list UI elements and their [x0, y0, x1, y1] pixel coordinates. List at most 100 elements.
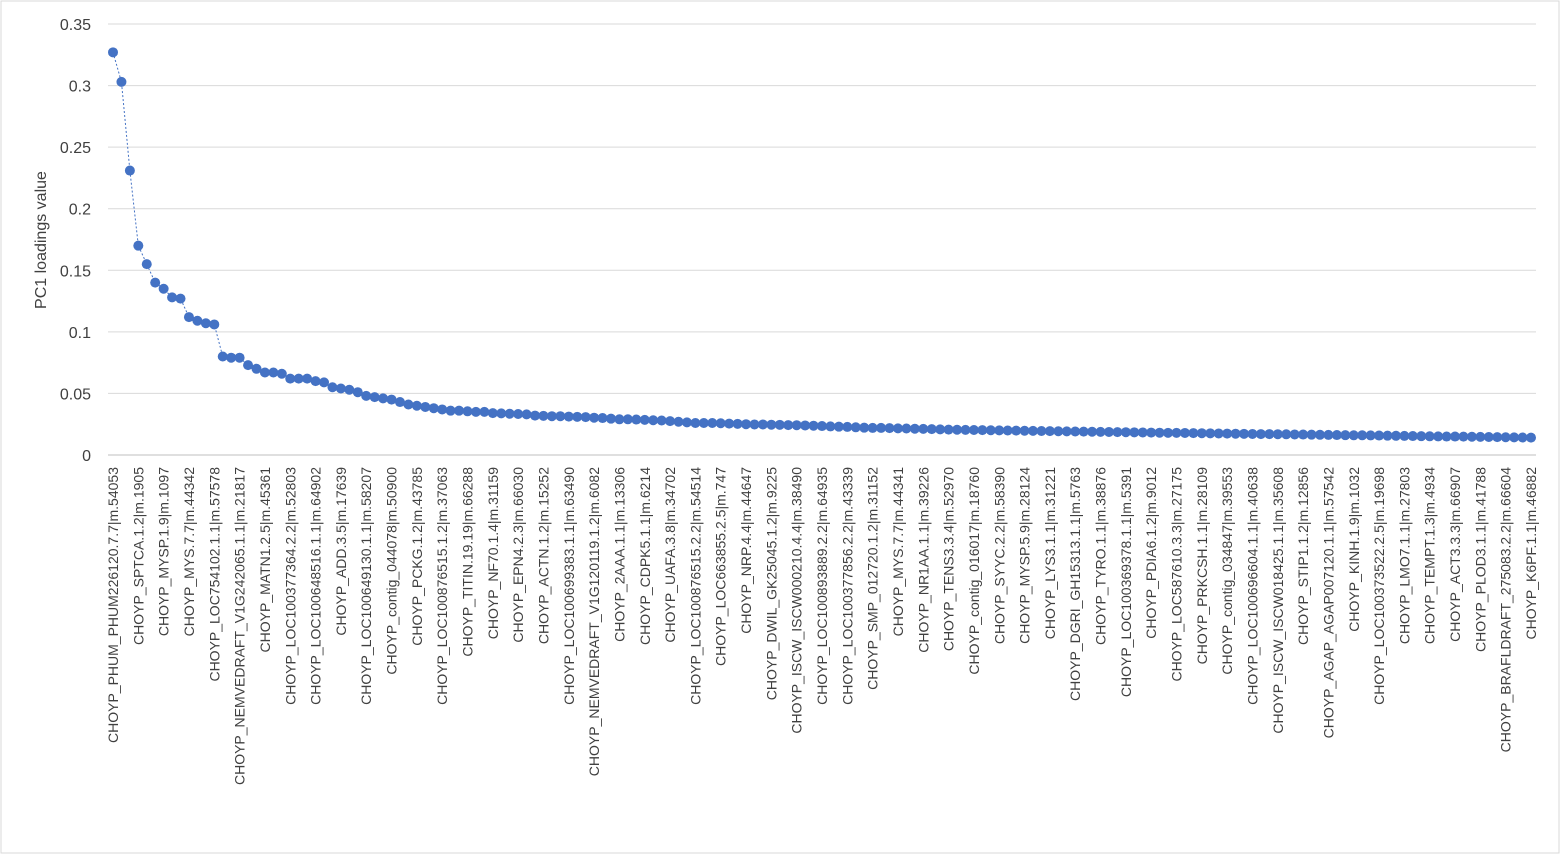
x-tick-label: CHOYP_STIP1.1.2|m.12856 [1295, 467, 1311, 645]
x-tick-label: CHOYP_LOC100893889.2.2|m.64935 [814, 467, 830, 705]
y-tick-label: 0.35 [60, 17, 91, 34]
data-point [437, 404, 448, 415]
x-tick-label: CHOYP_PRKCSH.1.1|m.28109 [1194, 467, 1210, 665]
data-point [977, 425, 988, 436]
x-tick-label: CHOYP_TENS3.3.4|m.52970 [941, 467, 957, 651]
data-point [1441, 431, 1452, 442]
data-point [1061, 426, 1072, 437]
data-point [411, 400, 422, 411]
data-point [1264, 429, 1275, 440]
y-tick-label: 0.1 [69, 325, 91, 342]
data-point [1466, 431, 1477, 442]
data-point [327, 382, 338, 393]
x-tick-label: CHOYP_LOC754102.1.1|m.57578 [206, 467, 222, 682]
data-point [1163, 427, 1174, 438]
data-point [1340, 430, 1351, 441]
x-tick-label: CHOYP_contig_034847|m.39553 [1219, 467, 1235, 675]
data-point [369, 392, 380, 403]
data-point [251, 363, 262, 374]
data-point [597, 413, 608, 424]
data-point [530, 410, 541, 421]
data-point [217, 351, 228, 362]
x-tick-label: CHOYP_MATN1.2.5|m.45361 [257, 467, 273, 653]
data-point [1070, 426, 1081, 437]
x-tick-label: CHOYP_LYS3.1.1|m.31221 [1042, 467, 1058, 639]
data-point [1407, 431, 1418, 442]
data-point [741, 419, 752, 430]
data-point [175, 293, 186, 304]
data-point [960, 424, 971, 435]
x-tick-label: CHOYP_CDPK5.1.1|m.6214 [637, 467, 653, 645]
data-point [268, 367, 279, 378]
data-point [563, 411, 574, 422]
data-point [1171, 427, 1182, 438]
data-point [513, 408, 524, 419]
data-point [935, 424, 946, 435]
x-tick-label: CHOYP_ISCW_ISCW018425.1.1|m.35608 [1270, 467, 1286, 734]
data-point [707, 417, 718, 428]
x-tick-label: CHOYP_LOC100699383.1.1|m.63490 [561, 467, 577, 705]
x-tick-label: CHOYP_SMP_012720.1.2|m.31152 [865, 467, 881, 690]
data-point [1154, 427, 1165, 438]
y-tick-label: 0.05 [60, 386, 91, 403]
data-point [1331, 430, 1342, 441]
data-point [909, 423, 920, 434]
data-point [580, 412, 591, 423]
data-point [715, 418, 726, 429]
data-point [285, 373, 296, 384]
y-tick-label: 0.2 [69, 202, 91, 219]
data-point [1137, 427, 1148, 438]
x-tick-label: CHOYP_ACT3.3.3|m.66907 [1447, 467, 1463, 642]
data-point [133, 240, 144, 251]
data-point [968, 425, 979, 435]
x-tick-label: CHOYP_LOC587610.3.3|m.27175 [1169, 467, 1185, 682]
data-point [1348, 430, 1359, 441]
x-tick-label: CHOYP_MYSP.5.9|m.28124 [1017, 467, 1033, 644]
data-point [158, 283, 169, 294]
x-tick-label: CHOYP_NEMVEDRAFT_V1G120119.1.2|m.6082 [586, 467, 602, 776]
data-point [538, 410, 549, 421]
x-tick-label: CHOYP_TEMPT.1.3|m.4934 [1422, 467, 1438, 644]
data-point [209, 319, 220, 330]
data-point [732, 418, 743, 429]
x-tick-label: CHOYP_MYS.7.7|m.44342 [181, 467, 197, 637]
x-tick-label: CHOYP_BRAFLDRAFT_275083.2.2|m.66604 [1498, 467, 1514, 753]
data-point [850, 422, 861, 433]
data-point [116, 76, 127, 87]
data-point [631, 414, 642, 425]
data-point [1078, 426, 1089, 437]
data-point [825, 421, 836, 432]
data-point [504, 408, 515, 419]
data-point [1323, 429, 1334, 440]
x-tick-label: CHOYP_DGRI_GH15313.1.1|m.5763 [1067, 467, 1083, 701]
y-tick-label: 0 [82, 448, 91, 465]
data-point [1382, 430, 1393, 441]
data-point [361, 390, 372, 401]
data-point [572, 411, 583, 422]
data-point [859, 422, 870, 433]
x-tick-label: CHOYP_LOC100696604.1.1|m.40638 [1244, 467, 1260, 705]
data-point [1475, 431, 1486, 442]
data-point [892, 423, 903, 434]
x-tick-label: CHOYP_2AAA.1.1|m.13306 [611, 467, 627, 642]
x-tick-label: CHOYP_PLOD3.1.1|m.41788 [1472, 467, 1488, 652]
data-point [1112, 427, 1123, 438]
data-point [496, 408, 507, 419]
data-point [192, 315, 203, 326]
x-tick-label: CHOYP_NEMVEDRAFT_V1G242065.1.1|m.21817 [232, 467, 248, 785]
x-tick-label: CHOYP_PHUM_PHUM226120.7.7|m.54053 [105, 467, 121, 743]
data-point [428, 403, 439, 414]
data-point [226, 352, 237, 363]
x-tick-label: CHOYP_SYYC.2.2|m.58390 [991, 467, 1007, 644]
data-point [234, 352, 245, 363]
x-tick-label: CHOYP_MYS.7.7|m.44341 [890, 467, 906, 637]
data-point [757, 419, 768, 430]
x-tick-label: CHOYP_ACTN.1.2|m.15252 [535, 467, 551, 644]
data-point [1011, 425, 1022, 436]
data-point [293, 373, 304, 384]
data-point [487, 408, 498, 419]
data-point [1424, 431, 1435, 442]
data-point [766, 419, 777, 430]
